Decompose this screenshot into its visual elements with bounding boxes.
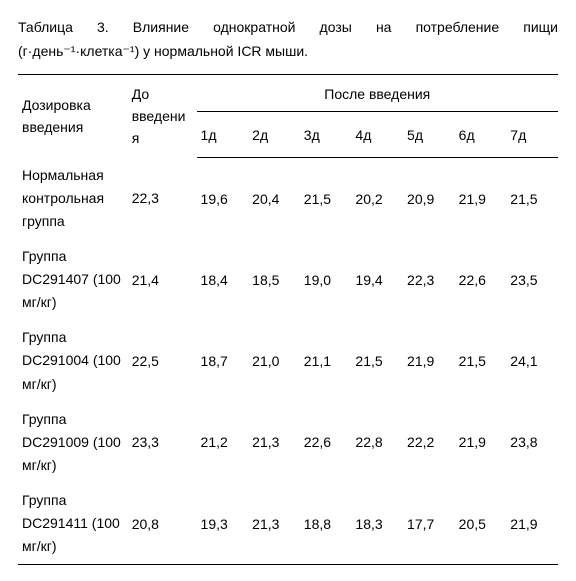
header-day-6: 6д [455,112,507,158]
row-day-value: 21,3 [248,483,300,565]
row-day-value: 18,7 [197,320,249,401]
header-dose: Дозировка введения [18,74,128,158]
table-row: Группа DC291009 (100 мг/кг)23,321,221,32… [18,402,558,483]
header-day-2: 2д [248,112,300,158]
row-day-value: 19,4 [351,239,403,320]
table-row: Группа DC291004 (100 мг/кг)22,518,721,02… [18,320,558,401]
table-row: Нормальная контрольная группа22,319,620,… [18,158,558,239]
row-day-value: 21,0 [248,320,300,401]
table-row: Группа DC291411 (100 мг/кг)20,819,321,31… [18,483,558,565]
row-pre-value: 20,8 [128,483,197,565]
row-day-value: 22,3 [403,239,455,320]
row-pre-value: 21,4 [128,239,197,320]
row-day-value: 21,5 [351,320,403,401]
row-pre-value: 23,3 [128,402,197,483]
header-after: После введения [197,74,558,112]
header-day-4: 4д [351,112,403,158]
row-day-value: 20,2 [351,158,403,239]
row-day-value: 21,5 [455,320,507,401]
row-day-value: 21,9 [455,402,507,483]
row-day-value: 18,8 [300,483,352,565]
row-day-value: 21,5 [506,158,558,239]
row-day-value: 17,7 [403,483,455,565]
row-day-value: 18,5 [248,239,300,320]
row-day-value: 21,9 [403,320,455,401]
row-label: Группа DC291004 (100 мг/кг) [18,320,128,401]
row-day-value: 23,5 [506,239,558,320]
row-day-value: 20,4 [248,158,300,239]
row-day-value: 21,9 [455,158,507,239]
row-day-value: 19,0 [300,239,352,320]
row-day-value: 22,8 [351,402,403,483]
food-intake-table: Дозировка введения До введения После вве… [18,74,558,566]
caption-line-2: (г·день⁻¹·клетка⁻¹) у нормальной ICR мыш… [18,43,308,59]
row-day-value: 18,3 [351,483,403,565]
table-row: Группа DC291407 (100 мг/кг)21,418,418,51… [18,239,558,320]
row-day-value: 21,2 [197,402,249,483]
header-day-7: 7д [506,112,558,158]
row-day-value: 21,1 [300,320,352,401]
caption-line-1: Таблица 3. Влияние однократной дозы на п… [18,16,558,40]
row-day-value: 22,6 [455,239,507,320]
row-pre-value: 22,5 [128,320,197,401]
header-pre: До введения [128,74,197,158]
row-day-value: 20,5 [455,483,507,565]
row-day-value: 24,1 [506,320,558,401]
row-day-value: 21,9 [506,483,558,565]
table-caption: Таблица 3. Влияние однократной дозы на п… [18,16,558,64]
table-body: Нормальная контрольная группа22,319,620,… [18,158,558,565]
row-label: Группа DC291411 (100 мг/кг) [18,483,128,565]
row-day-value: 22,2 [403,402,455,483]
row-label: Нормальная контрольная группа [18,158,128,239]
row-day-value: 23,8 [506,402,558,483]
header-day-1: 1д [197,112,249,158]
header-day-3: 3д [300,112,352,158]
header-day-5: 5д [403,112,455,158]
row-day-value: 22,6 [300,402,352,483]
row-day-value: 19,3 [197,483,249,565]
row-day-value: 18,4 [197,239,249,320]
row-day-value: 20,9 [403,158,455,239]
row-pre-value: 22,3 [128,158,197,239]
row-label: Группа DC291407 (100 мг/кг) [18,239,128,320]
row-day-value: 21,5 [300,158,352,239]
row-day-value: 19,6 [197,158,249,239]
row-day-value: 21,3 [248,402,300,483]
row-label: Группа DC291009 (100 мг/кг) [18,402,128,483]
